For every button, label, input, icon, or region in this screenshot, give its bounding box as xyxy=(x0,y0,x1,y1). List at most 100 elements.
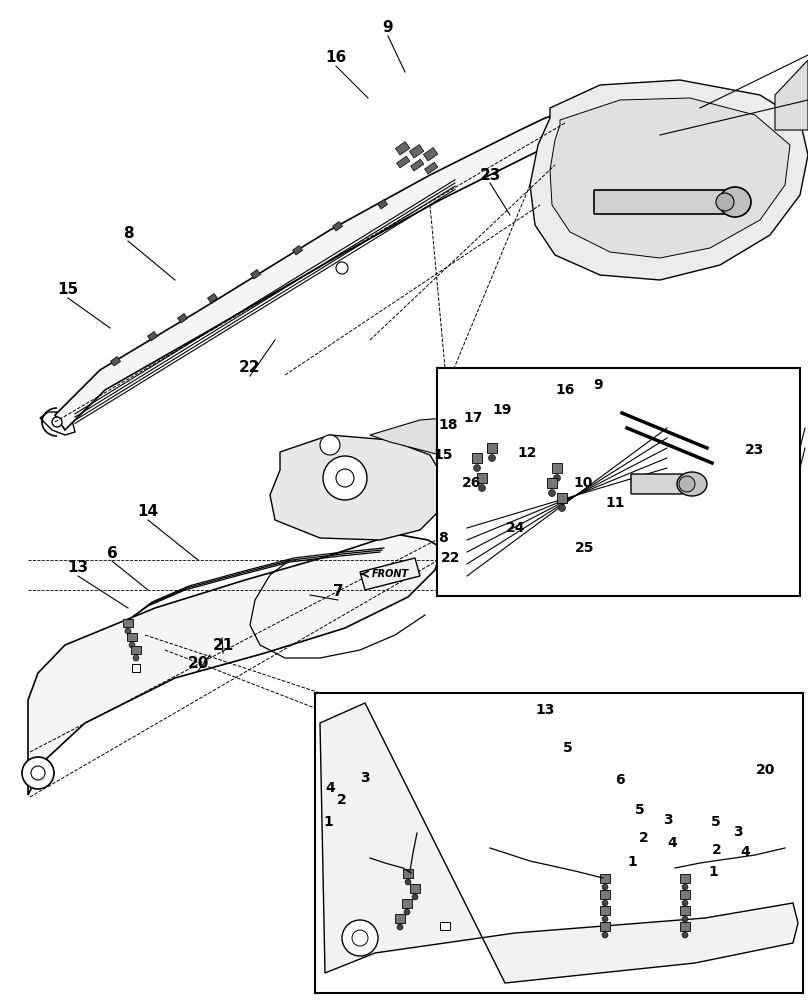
Circle shape xyxy=(489,454,495,462)
Text: 2: 2 xyxy=(639,831,649,845)
Polygon shape xyxy=(775,60,808,130)
Text: 17: 17 xyxy=(463,411,482,425)
Text: 12: 12 xyxy=(517,446,537,460)
FancyBboxPatch shape xyxy=(594,190,726,214)
Text: 14: 14 xyxy=(137,504,158,520)
Polygon shape xyxy=(360,558,420,590)
Text: 7: 7 xyxy=(333,584,343,599)
Ellipse shape xyxy=(679,476,695,492)
Text: 22: 22 xyxy=(239,360,261,375)
Text: 5: 5 xyxy=(711,815,721,829)
Circle shape xyxy=(320,435,340,455)
Circle shape xyxy=(478,485,486,491)
Bar xyxy=(440,922,450,930)
Text: 19: 19 xyxy=(492,403,511,417)
Text: 6: 6 xyxy=(107,546,117,560)
Circle shape xyxy=(682,916,688,922)
Bar xyxy=(292,245,302,255)
Bar xyxy=(148,331,158,341)
Text: 13: 13 xyxy=(536,703,554,717)
Text: 23: 23 xyxy=(745,443,764,457)
Bar xyxy=(600,906,610,915)
Circle shape xyxy=(602,916,608,922)
Bar xyxy=(680,906,690,915)
Text: 4: 4 xyxy=(325,781,335,795)
Bar xyxy=(680,874,690,883)
Text: 21: 21 xyxy=(213,638,234,652)
Text: 18: 18 xyxy=(438,418,458,432)
Text: 8: 8 xyxy=(123,226,133,240)
Text: 26: 26 xyxy=(462,476,482,490)
Bar xyxy=(403,869,413,878)
Text: 9: 9 xyxy=(593,378,603,392)
Polygon shape xyxy=(40,412,75,435)
Polygon shape xyxy=(270,435,445,540)
Bar xyxy=(132,664,140,672)
Text: 9: 9 xyxy=(383,20,393,35)
Text: 5: 5 xyxy=(635,803,645,817)
Text: 1: 1 xyxy=(627,855,637,869)
Circle shape xyxy=(553,475,561,482)
Text: 3: 3 xyxy=(360,771,370,785)
Text: 4: 4 xyxy=(740,845,750,859)
Circle shape xyxy=(52,417,62,427)
Circle shape xyxy=(404,909,410,915)
Circle shape xyxy=(602,932,608,938)
Bar xyxy=(127,633,137,641)
Text: 16: 16 xyxy=(326,50,347,66)
Text: 16: 16 xyxy=(555,383,574,397)
Text: 20: 20 xyxy=(756,763,776,777)
Circle shape xyxy=(336,469,354,487)
Text: 13: 13 xyxy=(67,560,89,576)
Circle shape xyxy=(129,642,135,648)
Text: 20: 20 xyxy=(187,656,208,670)
Bar xyxy=(131,646,141,654)
Circle shape xyxy=(352,930,368,946)
Circle shape xyxy=(682,884,688,890)
Text: 2: 2 xyxy=(712,843,722,857)
Circle shape xyxy=(133,655,139,661)
Bar xyxy=(315,693,803,993)
Circle shape xyxy=(342,920,378,956)
Circle shape xyxy=(473,464,481,472)
Bar xyxy=(600,922,610,931)
Bar xyxy=(423,148,438,161)
Polygon shape xyxy=(28,534,442,795)
Circle shape xyxy=(412,894,418,900)
Polygon shape xyxy=(320,703,798,983)
Text: 3: 3 xyxy=(663,813,673,827)
Bar xyxy=(680,890,690,899)
Text: 15: 15 xyxy=(433,448,452,462)
Bar xyxy=(487,443,497,453)
Text: 5: 5 xyxy=(563,741,573,755)
Text: 1: 1 xyxy=(708,865,718,879)
Text: FRONT: FRONT xyxy=(372,569,409,579)
Bar xyxy=(395,142,410,155)
Circle shape xyxy=(558,504,566,512)
Text: 25: 25 xyxy=(575,541,595,555)
Text: 11: 11 xyxy=(605,496,625,510)
Ellipse shape xyxy=(719,187,751,217)
Circle shape xyxy=(549,489,556,496)
Circle shape xyxy=(31,766,45,780)
Ellipse shape xyxy=(677,472,707,496)
Bar xyxy=(410,145,424,158)
Text: 3: 3 xyxy=(733,825,743,839)
Text: 4: 4 xyxy=(667,836,677,850)
Bar xyxy=(395,914,405,923)
Bar xyxy=(397,156,410,168)
Bar xyxy=(410,159,424,171)
Polygon shape xyxy=(55,112,570,430)
Bar xyxy=(600,874,610,883)
Bar xyxy=(477,473,487,483)
Bar xyxy=(680,922,690,931)
Bar xyxy=(600,890,610,899)
FancyBboxPatch shape xyxy=(631,474,683,494)
Circle shape xyxy=(22,757,54,789)
Bar xyxy=(208,293,217,303)
Text: 6: 6 xyxy=(615,773,625,787)
Bar xyxy=(111,356,120,366)
Text: 1: 1 xyxy=(323,815,333,829)
Text: 23: 23 xyxy=(479,167,501,182)
Ellipse shape xyxy=(716,193,734,211)
